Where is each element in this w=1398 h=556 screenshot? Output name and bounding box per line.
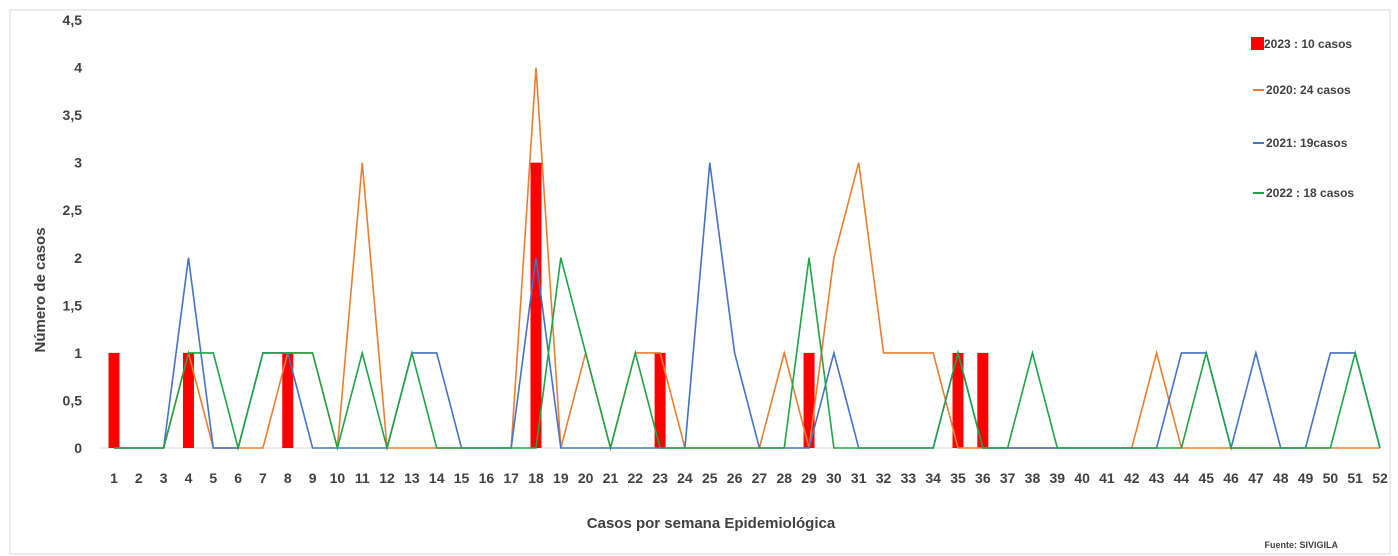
x-tick-label: 8 — [284, 470, 292, 486]
x-tick-label: 6 — [234, 470, 242, 486]
x-tick-label: 43 — [1149, 470, 1165, 486]
x-tick-label: 45 — [1198, 470, 1214, 486]
x-tick-label: 20 — [578, 470, 594, 486]
x-tick-label: 12 — [379, 470, 395, 486]
x-tick-label: 33 — [901, 470, 917, 486]
bar-series-2023 — [108, 162, 989, 448]
x-tick-label: 32 — [876, 470, 892, 486]
x-tick-label: 47 — [1248, 470, 1264, 486]
x-tick-label: 51 — [1347, 470, 1363, 486]
x-tick-label: 44 — [1174, 470, 1190, 486]
x-tick-label: 24 — [677, 470, 693, 486]
x-axis-title: Casos por semana Epidemiológica — [587, 515, 836, 532]
x-tick-label: 3 — [160, 470, 168, 486]
bar-2023 — [108, 352, 120, 448]
bar-2023 — [977, 352, 989, 448]
legend-label-2023: 2023 : 10 casos — [1264, 37, 1352, 51]
y-tick-label: 1 — [74, 345, 82, 361]
bar-2023 — [182, 352, 194, 448]
x-tick-label: 26 — [727, 470, 743, 486]
y-tick-label: 0,5 — [63, 392, 83, 408]
x-tick-label: 49 — [1298, 470, 1314, 486]
x-tick-label: 34 — [925, 470, 941, 486]
legend-swatch-2023 — [1251, 37, 1264, 50]
y-tick-label: 0 — [74, 440, 82, 456]
x-tick-label: 27 — [752, 470, 768, 486]
x-tick-label: 42 — [1124, 470, 1140, 486]
y-tick-label: 3 — [74, 155, 82, 171]
x-tick-label: 23 — [652, 470, 668, 486]
x-tick-label: 1 — [110, 470, 118, 486]
legend-label-2022: 2022 : 18 casos — [1266, 186, 1354, 200]
legend-label-2020: 2020: 24 casos — [1266, 83, 1351, 97]
x-tick-label: 13 — [404, 470, 420, 486]
bar-2023 — [952, 352, 964, 448]
x-tick-label: 48 — [1273, 470, 1289, 486]
bar-2023 — [803, 352, 815, 448]
y-tick-label: 2 — [74, 250, 82, 266]
x-tick-label: 11 — [355, 470, 370, 486]
x-tick-label: 50 — [1323, 470, 1339, 486]
x-tick-label: 16 — [479, 470, 495, 486]
y-tick-label: 1,5 — [63, 297, 83, 313]
x-tick-label: 29 — [801, 470, 817, 486]
x-tick-label: 5 — [209, 470, 217, 486]
x-tick-label: 30 — [826, 470, 842, 486]
x-tick-label: 22 — [628, 470, 644, 486]
legend: 2023 : 10 casos 2020: 24 casos 2021: 19c… — [1251, 37, 1354, 200]
legend-label-2021: 2021: 19casos — [1266, 136, 1348, 150]
x-tick-label: 19 — [553, 470, 569, 486]
x-tick-label: 31 — [851, 470, 867, 486]
x-tick-label: 18 — [528, 470, 544, 486]
x-tick-label: 9 — [309, 470, 317, 486]
x-tick-label: 36 — [975, 470, 991, 486]
y-axis-title: Número de casos — [32, 227, 49, 352]
x-tick-label: 40 — [1074, 470, 1090, 486]
bar-2023 — [282, 352, 294, 448]
x-tick-label: 46 — [1223, 470, 1239, 486]
x-tick-label: 35 — [950, 470, 966, 486]
x-tick-label: 14 — [429, 470, 445, 486]
y-tick-label: 4,5 — [63, 12, 83, 28]
x-tick-label: 4 — [185, 470, 193, 486]
x-tick-label: 21 — [603, 470, 619, 486]
x-tick-label: 15 — [454, 470, 470, 486]
source-note: Fuente: SIVIGILA — [1264, 540, 1338, 550]
x-tick-label: 37 — [1000, 470, 1016, 486]
bar-2023 — [530, 162, 542, 448]
line-series-2020 — [114, 67, 1380, 452]
chart-border — [9, 9, 1391, 555]
x-tick-label: 39 — [1050, 470, 1066, 486]
x-tick-label: 52 — [1372, 470, 1388, 486]
x-tick-label: 7 — [259, 470, 267, 486]
line-series-2021 — [114, 162, 1381, 452]
y-axis-ticks: 0 0,5 1 1,5 2 2,5 3 3,5 4 4,5 — [63, 12, 83, 456]
y-tick-label: 3,5 — [63, 107, 83, 123]
y-tick-label: 4 — [74, 60, 82, 76]
x-tick-label: 28 — [776, 470, 792, 486]
x-tick-label: 10 — [330, 470, 346, 486]
x-tick-label: 2 — [135, 470, 143, 486]
x-axis-ticks: 1 2 3 4 5 6 7 8 9 10 11 12 13 14 15 16 17 18 19 20 21 22 23 24 2… — [110, 470, 1388, 486]
x-tick-label: 41 — [1099, 470, 1115, 486]
line-series — [114, 67, 1381, 452]
bar-2023 — [654, 352, 666, 448]
x-tick-label: 17 — [503, 470, 519, 486]
line-series-2022 — [114, 257, 1381, 452]
x-tick-label: 38 — [1025, 470, 1041, 486]
x-tick-label: 25 — [702, 470, 718, 486]
y-tick-label: 2,5 — [63, 202, 83, 218]
